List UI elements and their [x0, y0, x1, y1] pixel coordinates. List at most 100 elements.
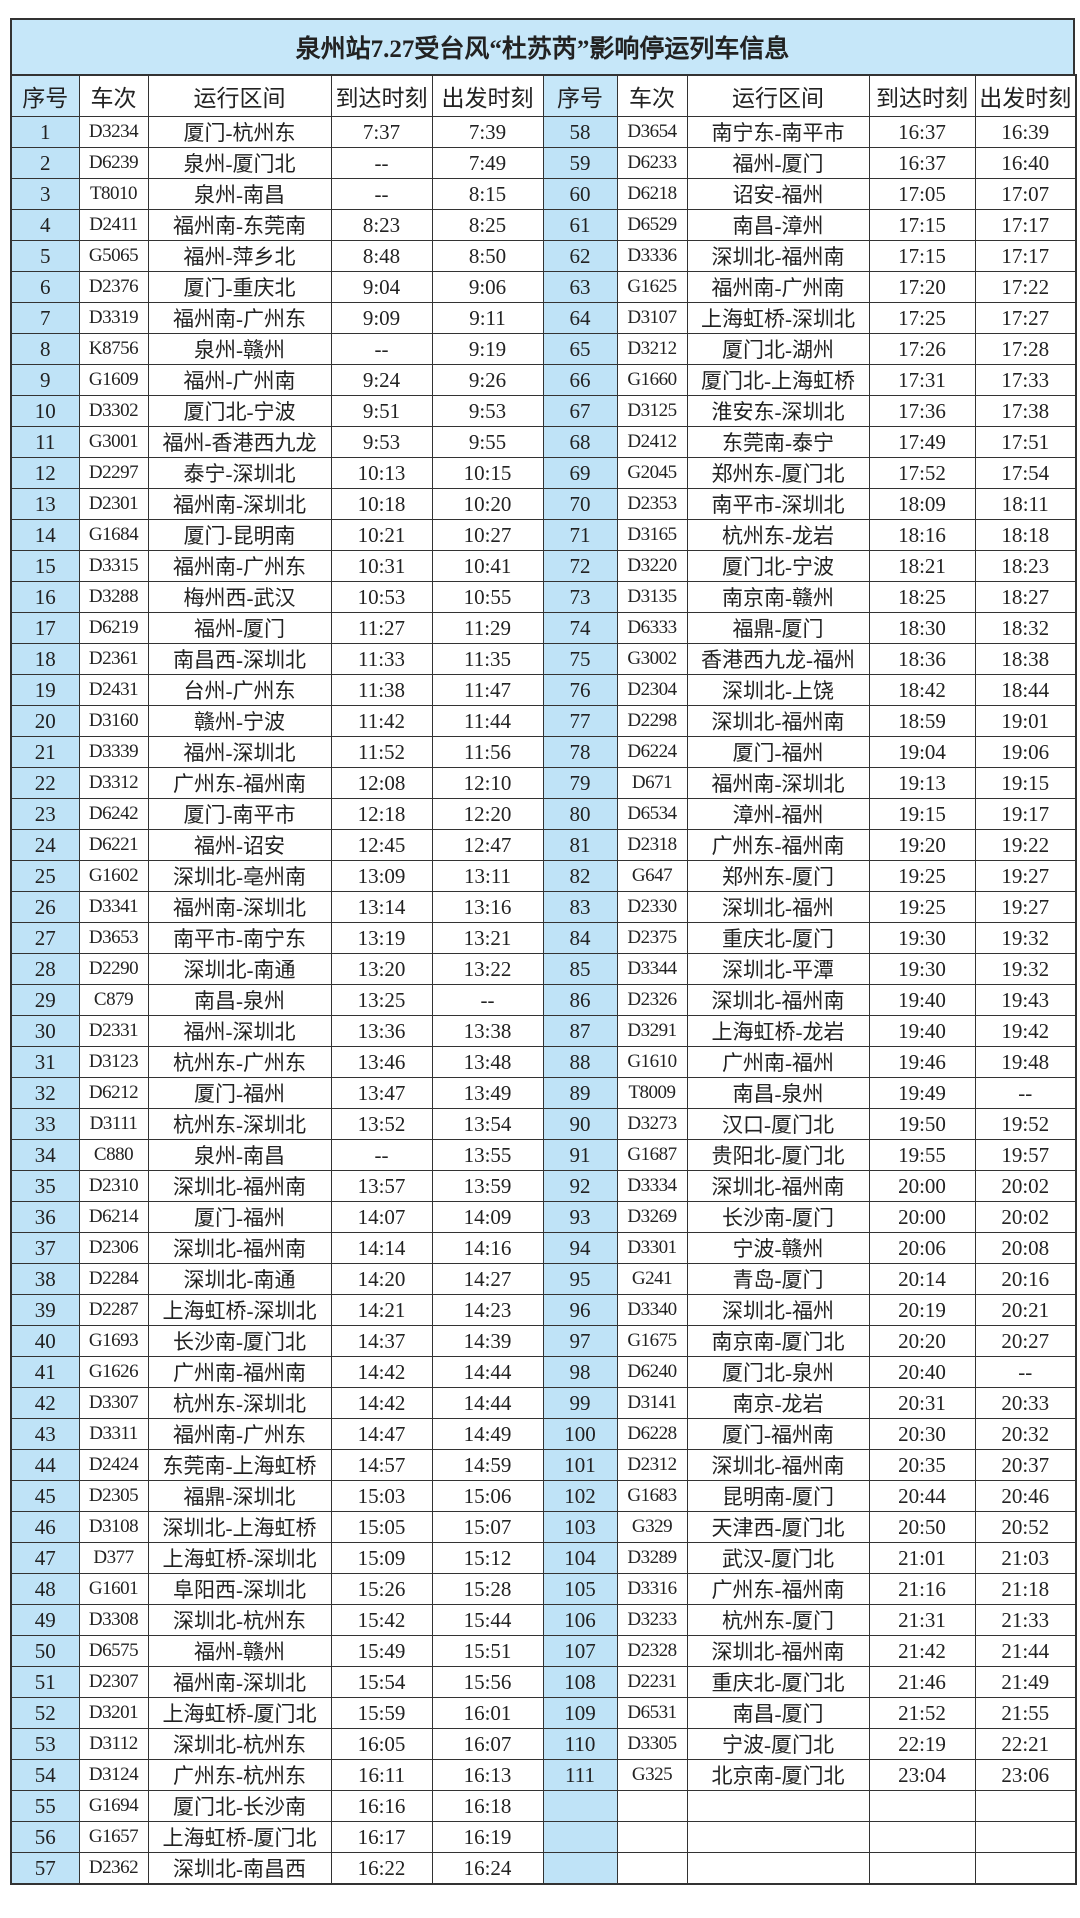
cell-route: 福州南-深圳北: [686, 767, 870, 799]
cell-train-number: D3160: [78, 705, 149, 737]
cell-index: 48: [10, 1573, 80, 1605]
cell-departure-time: 16:40: [974, 147, 1077, 179]
cell-index: 47: [10, 1542, 80, 1574]
cell-index: 4: [10, 209, 80, 241]
cell-index: [542, 1852, 618, 1885]
cell-departure-time: 19:15: [974, 767, 1077, 799]
cell-departure-time: 9:26: [431, 364, 544, 396]
cell-departure-time: --: [431, 984, 544, 1016]
cell-departure-time: 19:32: [974, 922, 1077, 954]
cell-train-number: C879: [78, 984, 149, 1016]
cell-train-number: T8009: [616, 1077, 688, 1109]
cell-departure-time: 19:27: [974, 891, 1077, 923]
table-row: 6 D2376 厦门-重庆北 9:04 9:06 63 G1625 福州南-广州南 17:20 1…: [10, 271, 1077, 303]
cell-arrival-time: 17:25: [868, 302, 976, 334]
cell-route: 广州南-福州: [686, 1046, 870, 1078]
cell-train-number: D2231: [616, 1666, 688, 1698]
cell-departure-time: 15:06: [431, 1480, 544, 1512]
cell-index: 67: [542, 395, 618, 427]
table-row: 40 G1693 长沙南-厦门北 14:37 14:39 97 G1675 南京南-厦门北 20…: [10, 1325, 1077, 1357]
cell-route: 福鼎-厦门: [686, 612, 870, 644]
cell-departure-time: 10:20: [431, 488, 544, 520]
cell-departure-time: 9:53: [431, 395, 544, 427]
cell-route: 泉州-厦门北: [147, 147, 332, 179]
cell-departure-time: 17:38: [974, 395, 1077, 427]
cell-route: [686, 1790, 870, 1822]
cell-departure-time: 18:23: [974, 550, 1077, 582]
cell-index: 46: [10, 1511, 80, 1543]
cell-departure-time: 18:18: [974, 519, 1077, 551]
table-body: 1 D3234 厦门-杭州东 7:37 7:39 58 D3654 南宁东-南平市 16:37 1…: [10, 116, 1077, 1885]
cell-index: 24: [10, 829, 80, 861]
cell-arrival-time: 12:45: [330, 829, 433, 861]
cell-train-number: G1602: [78, 860, 149, 892]
cell-route: [686, 1852, 870, 1885]
cell-arrival-time: 19:40: [868, 984, 976, 1016]
cell-index: 99: [542, 1387, 618, 1419]
cell-route: 福州南-深圳北: [147, 891, 332, 923]
cell-index: 12: [10, 457, 80, 489]
cell-route: 诏安-福州: [686, 178, 870, 210]
table-row: 49 D3308 深圳北-杭州东 15:42 15:44 106 D3233 杭州东-厦门 21…: [10, 1604, 1077, 1636]
table-row: 15 D3315 福州南-广州东 10:31 10:41 72 D3220 厦门北-宁波 18:…: [10, 550, 1077, 582]
table-row: 51 D2307 福州南-深圳北 15:54 15:56 108 D2231 重庆北-厦门北 2…: [10, 1666, 1077, 1698]
cell-route: 厦门-福州南: [686, 1418, 870, 1450]
cell-index: 107: [542, 1635, 618, 1667]
cell-route: 厦门-南平市: [147, 798, 332, 830]
table-row: 3 T8010 泉州-南昌 -- 8:15 60 D6218 诏安-福州 17:05 17:07: [10, 178, 1077, 210]
table-row: 21 D3339 福州-深圳北 11:52 11:56 78 D6224 厦门-福州 19:04…: [10, 736, 1077, 768]
cell-index: 49: [10, 1604, 80, 1636]
cell-train-number: G647: [616, 860, 688, 892]
cell-train-number: [616, 1790, 688, 1822]
cell-arrival-time: 16:11: [330, 1759, 433, 1791]
cell-arrival-time: 15:54: [330, 1666, 433, 1698]
cell-train-number: D2304: [616, 674, 688, 706]
cell-departure-time: 11:29: [431, 612, 544, 644]
cell-index: 57: [10, 1852, 80, 1885]
cell-arrival-time: 21:52: [868, 1697, 976, 1729]
cell-arrival-time: 16:22: [330, 1852, 433, 1885]
cell-route: 福州南-广州南: [686, 271, 870, 303]
cell-train-number: D3273: [616, 1108, 688, 1140]
cell-train-number: D3316: [616, 1573, 688, 1605]
cell-departure-time: 18:11: [974, 488, 1077, 520]
cell-route: 泰宁-深圳北: [147, 457, 332, 489]
cell-route: 南宁东-南平市: [686, 116, 870, 148]
cell-index: 63: [542, 271, 618, 303]
cell-index: 76: [542, 674, 618, 706]
table-row: 45 D2305 福鼎-深圳北 15:03 15:06 102 G1683 昆明南-厦门 20:…: [10, 1480, 1077, 1512]
cell-arrival-time: 20:35: [868, 1449, 976, 1481]
cell-arrival-time: 13:47: [330, 1077, 433, 1109]
cell-index: 70: [542, 488, 618, 520]
cell-index: 38: [10, 1263, 80, 1295]
cell-arrival-time: 17:31: [868, 364, 976, 396]
cell-arrival-time: 16:17: [330, 1821, 433, 1853]
cell-route: 南昌-泉州: [686, 1077, 870, 1109]
cell-route: 福州-深圳北: [147, 1015, 332, 1047]
cell-arrival-time: 17:05: [868, 178, 976, 210]
cell-index: 81: [542, 829, 618, 861]
cell-route: 重庆北-厦门: [686, 922, 870, 954]
cell-train-number: G1657: [78, 1821, 149, 1853]
cell-arrival-time: 8:48: [330, 240, 433, 272]
cell-arrival-time: 20:50: [868, 1511, 976, 1543]
table-row: 30 D2331 福州-深圳北 13:36 13:38 87 D3291 上海虹桥-龙岩 19:…: [10, 1015, 1077, 1047]
cell-arrival-time: 20:20: [868, 1325, 976, 1357]
cell-arrival-time: 19:40: [868, 1015, 976, 1047]
cell-arrival-time: 10:21: [330, 519, 433, 551]
cell-index: 74: [542, 612, 618, 644]
cell-route: 天津西-厦门北: [686, 1511, 870, 1543]
cell-index: 7: [10, 302, 80, 334]
cell-index: 64: [542, 302, 618, 334]
cell-index: 71: [542, 519, 618, 551]
table-row: 34 C880 泉州-南昌 -- 13:55 91 G1687 贵阳北-厦门北 19:55 19:…: [10, 1139, 1077, 1171]
table-row: 38 D2284 深圳北-南通 14:20 14:27 95 G241 青岛-厦门 20:14 2…: [10, 1263, 1077, 1295]
cell-train-number: G3001: [78, 426, 149, 458]
cell-train-number: D3312: [78, 767, 149, 799]
cell-arrival-time: 20:30: [868, 1418, 976, 1450]
table-row: 47 D377 上海虹桥-深圳北 15:09 15:12 104 D3289 武汉-厦门北 21…: [10, 1542, 1077, 1574]
cell-index: 108: [542, 1666, 618, 1698]
cell-train-number: G241: [616, 1263, 688, 1295]
table-row: 1 D3234 厦门-杭州东 7:37 7:39 58 D3654 南宁东-南平市 16:37 1…: [10, 116, 1077, 148]
cell-departure-time: 13:11: [431, 860, 544, 892]
